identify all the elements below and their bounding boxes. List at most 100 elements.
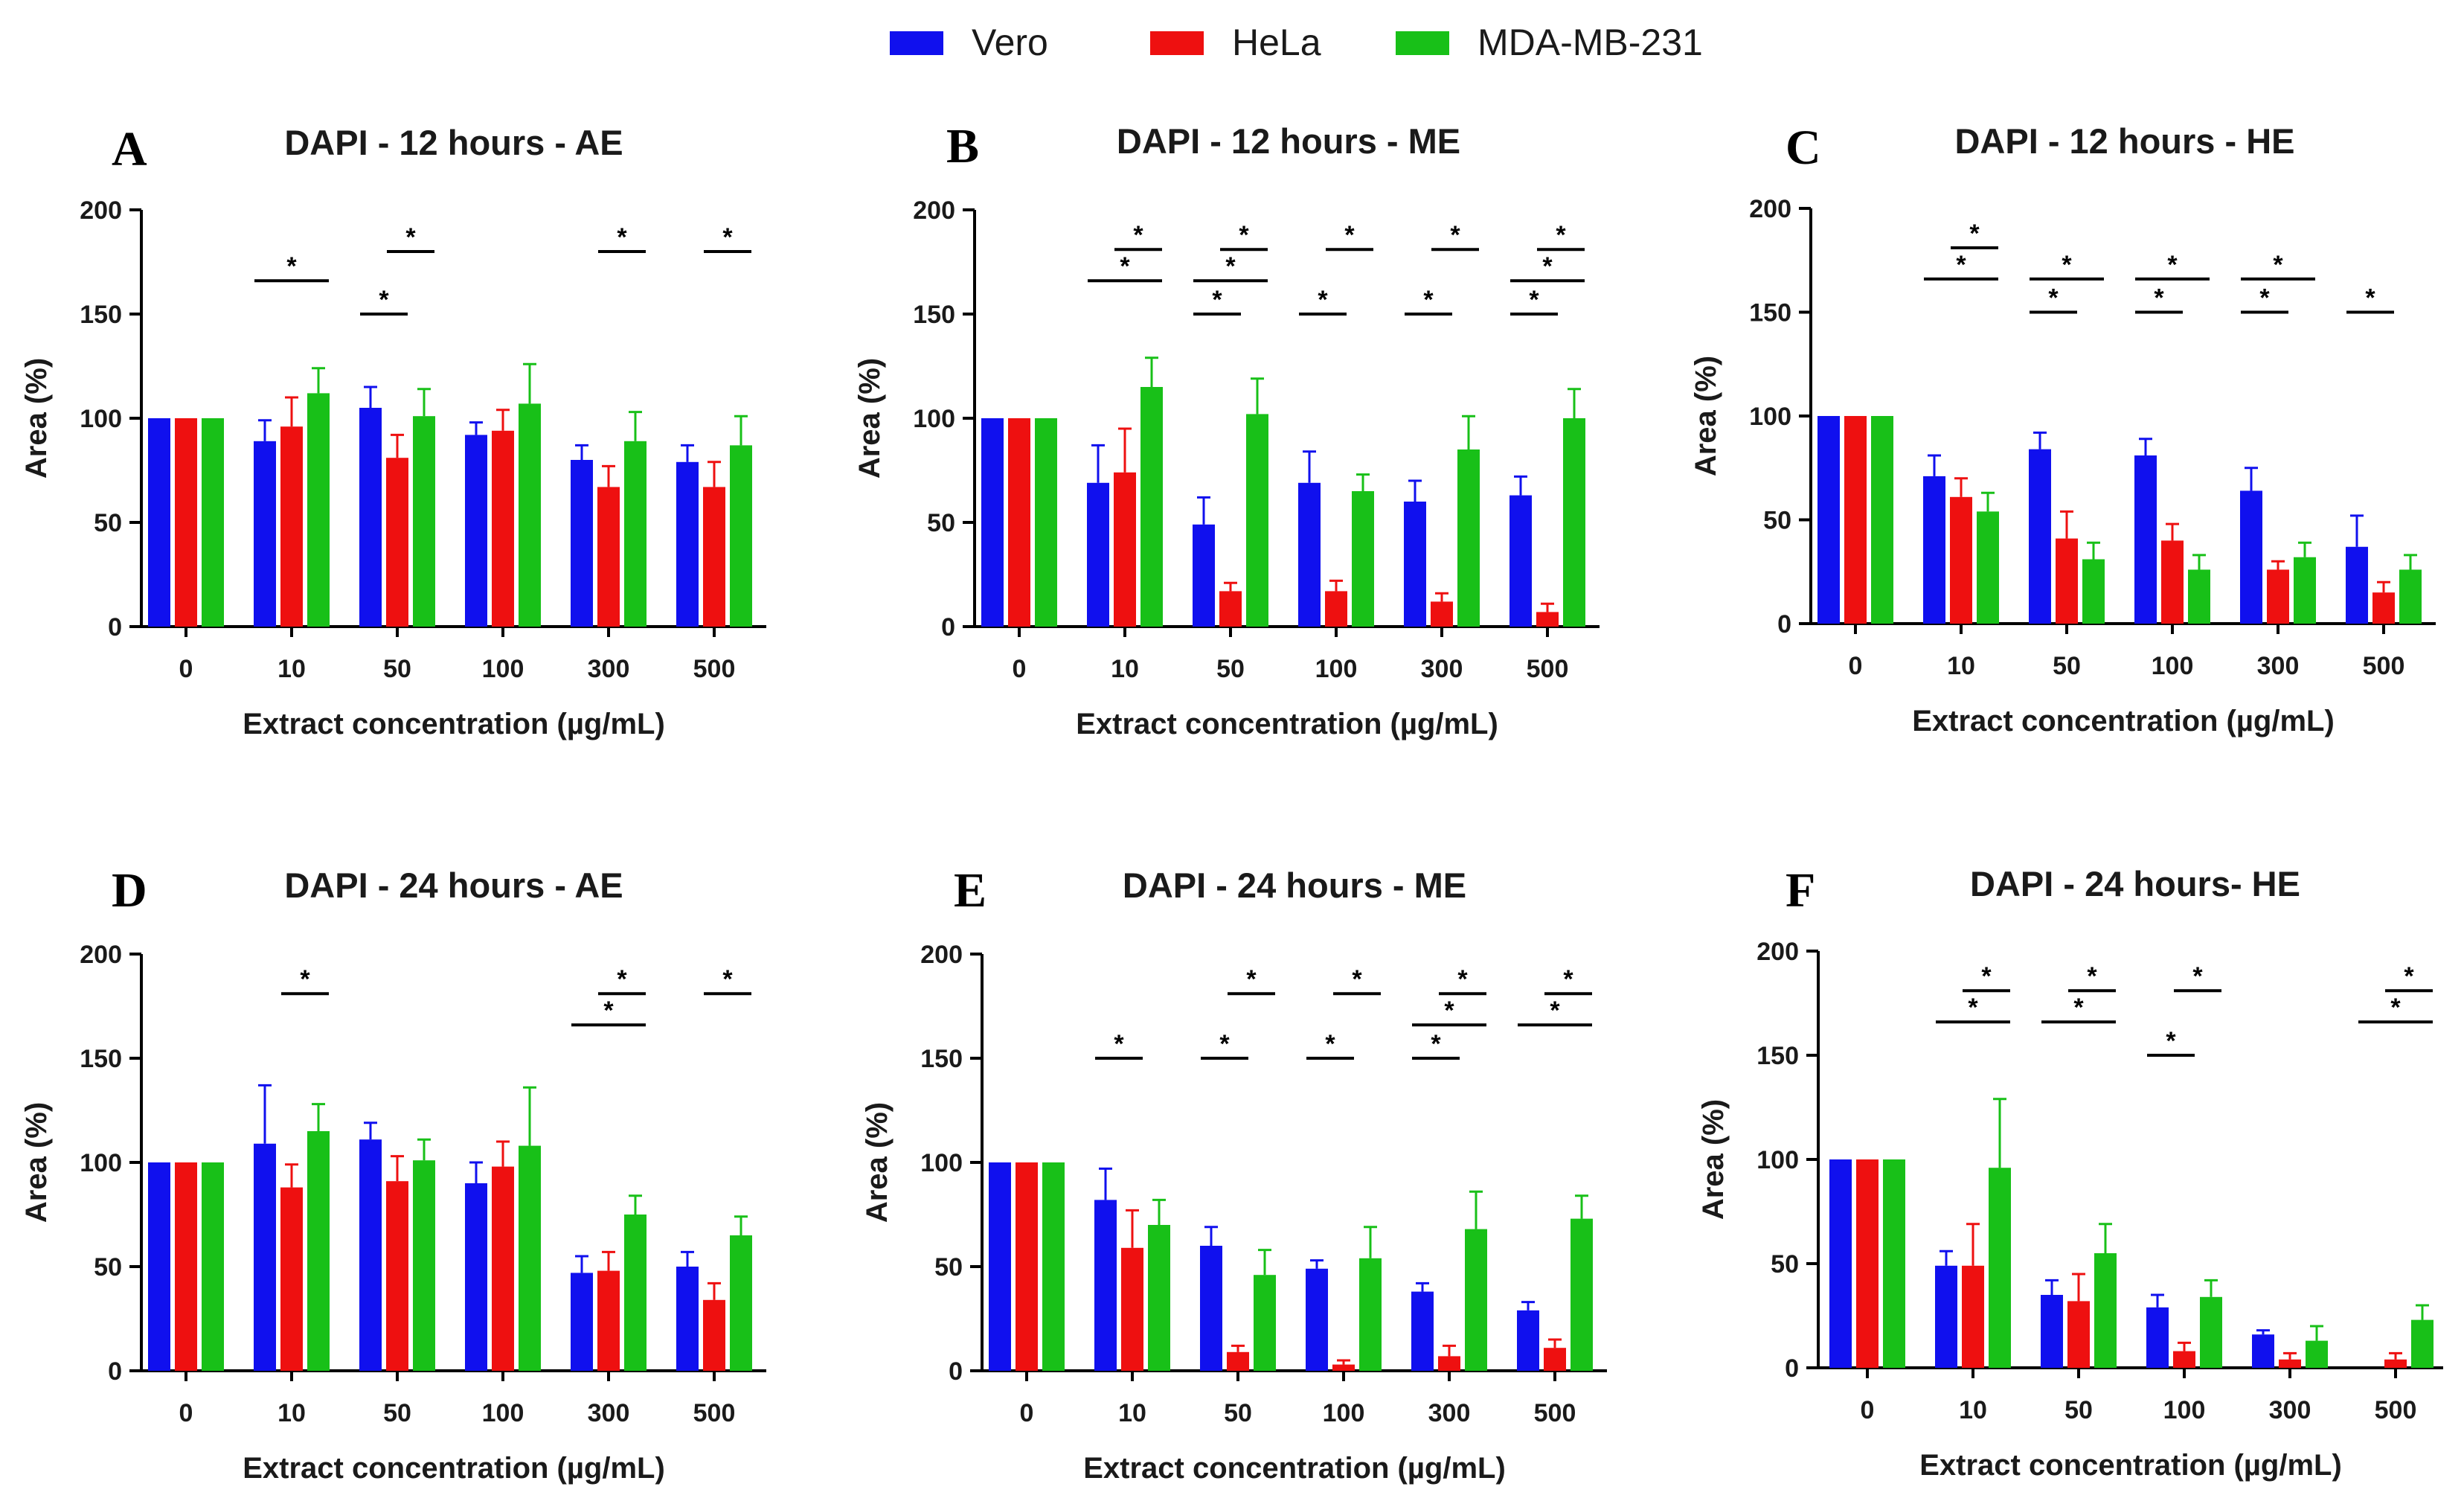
x-tick-label: 50 (2053, 652, 2081, 680)
y-tick-label: 200 (913, 196, 955, 225)
significance-star: * (1431, 1030, 1441, 1058)
x-tick-label: 50 (1216, 655, 1245, 683)
bar-vero (148, 418, 170, 627)
x-tick-label: 500 (1534, 1399, 1576, 1427)
legend-swatch (1150, 31, 1204, 55)
bar-vero (2029, 449, 2051, 624)
significance-star: * (1956, 251, 1966, 279)
panel-letter: E (954, 863, 986, 918)
x-tick-label: 10 (1111, 655, 1139, 683)
legend-item: MDA-MB-231 (1396, 22, 1703, 63)
y-tick-label: 150 (1749, 299, 1791, 327)
bar-hela (1332, 1364, 1355, 1371)
significance-star: * (1968, 993, 1978, 1022)
panel-title: DAPI - 24 hours - AE (284, 865, 623, 905)
y-tick-label: 50 (94, 509, 122, 537)
bar-vero (981, 418, 1004, 627)
x-tick-label: 10 (277, 1399, 306, 1427)
bar-vero (1298, 482, 1321, 627)
x-tick-label: 50 (1224, 1399, 1252, 1427)
x-tick-label: 100 (482, 1399, 524, 1427)
bar-hela (2279, 1359, 2301, 1368)
bar-hela (2056, 538, 2078, 624)
bar-vero (571, 460, 593, 627)
x-axis-title: Extract concentration (µg/mL) (1076, 708, 1498, 740)
significance-star: * (2166, 1027, 2176, 1055)
bar-vero (1411, 1291, 1434, 1371)
significance-star: * (1550, 996, 1560, 1025)
x-axis-title: Extract concentration (µg/mL) (243, 708, 665, 740)
y-tick-label: 100 (80, 1149, 122, 1177)
significance-star: * (1352, 965, 1362, 993)
bar-vero (1935, 1265, 1957, 1368)
significance-star: * (617, 965, 627, 993)
bar-mda-mb-231 (1563, 418, 1585, 627)
bar-mda-mb-231 (519, 1145, 541, 1371)
significance-star: * (300, 965, 310, 993)
bar-hela (280, 426, 303, 627)
bar-vero (1087, 482, 1109, 627)
bar-vero (676, 461, 699, 627)
bar-hela (175, 1162, 197, 1371)
bar-mda-mb-231 (2294, 557, 2316, 624)
significance-star: * (286, 252, 297, 281)
bar-mda-mb-231 (1035, 418, 1057, 627)
bar-mda-mb-231 (2082, 559, 2105, 624)
bar-vero (1817, 416, 1840, 624)
significance-star: * (1225, 252, 1236, 281)
significance-star: * (2404, 962, 2414, 991)
bar-mda-mb-231 (2411, 1319, 2433, 1368)
bar-vero (1193, 524, 1215, 627)
y-axis-title: Area (%) (861, 1102, 893, 1223)
bar-vero (2252, 1334, 2274, 1368)
significance-star: * (722, 965, 733, 993)
legend-label: MDA-MB-231 (1478, 22, 1703, 63)
legend-label: HeLa (1232, 22, 1321, 63)
bar-mda-mb-231 (624, 441, 647, 627)
bar-mda-mb-231 (413, 1160, 435, 1371)
bar-vero (676, 1267, 699, 1371)
bar-mda-mb-231 (1989, 1168, 2011, 1368)
legend-item: HeLa (1150, 22, 1321, 63)
bar-hela (386, 1181, 408, 1371)
x-tick-label: 0 (1849, 652, 1863, 680)
significance-star: * (2259, 284, 2270, 313)
significance-star: * (1457, 965, 1468, 993)
bar-mda-mb-231 (202, 418, 224, 627)
bar-mda-mb-231 (1140, 387, 1163, 627)
significance-star: * (2048, 284, 2059, 313)
x-tick-label: 0 (1013, 655, 1027, 683)
bar-vero (1094, 1200, 1117, 1371)
bar-hela (1121, 1247, 1143, 1371)
x-axis-title: Extract concentration (µg/mL) (1919, 1449, 2342, 1482)
bar-vero (1517, 1310, 1539, 1371)
panel-title: DAPI - 12 hours - ME (1117, 121, 1460, 161)
bar-vero (359, 1139, 382, 1371)
y-tick-label: 100 (920, 1149, 963, 1177)
x-tick-label: 0 (179, 1399, 193, 1427)
bar-hela (1950, 496, 1972, 624)
bar-mda-mb-231 (1977, 511, 1999, 624)
bar-mda-mb-231 (307, 1131, 330, 1371)
y-tick-label: 150 (80, 1045, 122, 1073)
bar-vero (2146, 1307, 2169, 1368)
significance-star: * (1563, 965, 1573, 993)
panel-letter: C (1786, 121, 1821, 175)
x-tick-label: 500 (2363, 652, 2405, 680)
y-tick-label: 50 (934, 1253, 963, 1281)
bar-mda-mb-231 (2399, 569, 2422, 624)
x-tick-label: 100 (2163, 1396, 2206, 1424)
bar-hela (280, 1187, 303, 1371)
significance-star: * (2390, 993, 2401, 1022)
bar-vero (2041, 1295, 2063, 1368)
bar-hela (1544, 1348, 1566, 1371)
y-tick-label: 50 (94, 1253, 122, 1281)
significance-star: * (405, 223, 416, 252)
bar-hela (386, 458, 408, 627)
bar-vero (2134, 455, 2157, 624)
